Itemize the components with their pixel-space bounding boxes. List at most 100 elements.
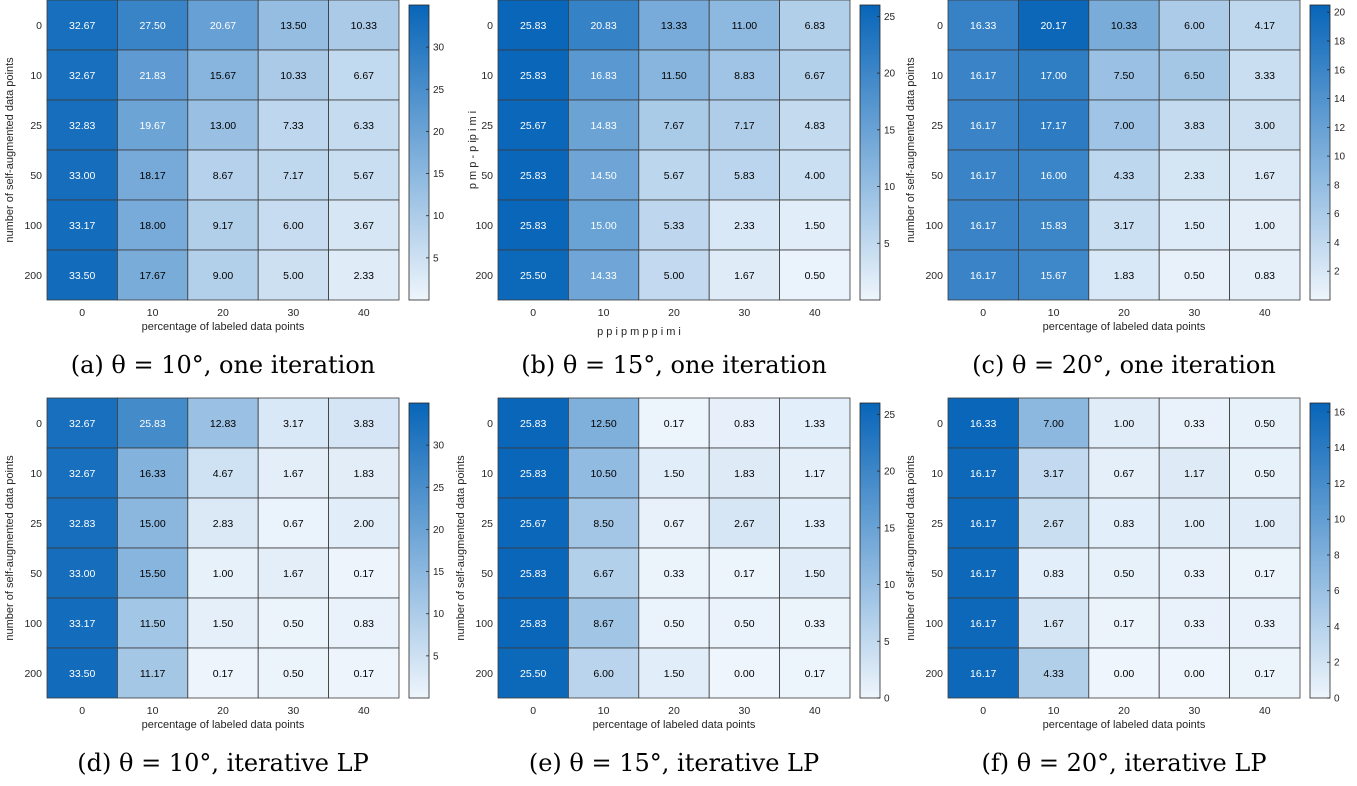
heatmap-cell <box>187 647 259 699</box>
cell-value-label: 6.33 <box>354 120 375 132</box>
heatmap-cell <box>1018 447 1090 499</box>
cell-value-label: 4.17 <box>1255 20 1276 32</box>
y-tick-label: 100 <box>24 220 42 232</box>
heatmap-cell <box>187 0 259 51</box>
heatmap-cell <box>187 397 259 449</box>
heatmap-cell <box>46 49 118 101</box>
cell-value-label: 16.17 <box>970 518 996 530</box>
y-axis-label: number of self-augmented data points <box>905 455 917 641</box>
cell-value-label: 1.33 <box>805 518 826 530</box>
cell-value-label: 1.83 <box>734 468 755 480</box>
heatmap-cell <box>257 99 330 151</box>
colorbar-tick-label: 25 <box>884 410 896 421</box>
cell-value-label: 6.83 <box>805 20 826 32</box>
x-tick-label: 40 <box>1259 705 1271 717</box>
heatmap-cell <box>1088 49 1160 101</box>
heatmap-cell <box>46 497 118 549</box>
colorbar-tick-label: 12 <box>1334 479 1346 490</box>
cell-value-label: 0.67 <box>664 518 685 530</box>
cell-value-label: 12.83 <box>210 418 236 430</box>
cell-value-label: 0.50 <box>1114 568 1135 580</box>
heatmap-cell <box>1088 447 1160 499</box>
y-tick-label: 0 <box>937 20 943 32</box>
cell-value-label: 25.83 <box>520 418 546 430</box>
cell-value-label: 3.17 <box>1114 220 1135 232</box>
cell-value-label: 15.67 <box>210 70 236 82</box>
heatmap-cell <box>947 397 1019 449</box>
cell-value-label: 16.17 <box>970 668 996 680</box>
heatmap-cell <box>1018 547 1090 599</box>
cell-value-label: 25.83 <box>520 170 546 182</box>
y-tick-label: 10 <box>481 70 493 82</box>
heatmap-cell <box>947 647 1019 699</box>
heatmap-cell <box>708 199 781 251</box>
cell-value-label: 0.83 <box>734 418 755 430</box>
cell-value-label: 32.83 <box>69 120 95 132</box>
heatmap-cell <box>1088 647 1160 699</box>
cell-value-label: 6.50 <box>1184 70 1205 82</box>
cell-value-label: 33.17 <box>69 618 95 630</box>
cell-value-label: 0.67 <box>1114 468 1135 480</box>
cell-value-label: 1.83 <box>1114 270 1135 282</box>
cell-value-label: 1.17 <box>1184 468 1205 480</box>
y-tick-label: 100 <box>925 220 943 232</box>
heatmap-cell <box>187 199 259 251</box>
heatmap-cell <box>708 0 781 51</box>
cell-value-label: 19.67 <box>139 120 165 132</box>
x-tick-label: 30 <box>1189 307 1201 319</box>
x-tick-label: 20 <box>1118 705 1130 717</box>
heatmap-cell <box>328 397 400 449</box>
colorbar <box>859 4 881 301</box>
cell-value-label: 3.17 <box>283 418 304 430</box>
x-tick-label: 40 <box>1259 307 1271 319</box>
heatmap-panel-c: 16.33 20.17 10.33 6.00 4.17 16.17 17.00 7.50 6.5… <box>905 0 1346 379</box>
cell-value-label: 18.00 <box>139 220 165 232</box>
y-tick-label: 25 <box>481 518 493 530</box>
heatmap-cell <box>328 647 400 699</box>
y-axis-label: number of self-augmented data points <box>455 455 467 641</box>
y-tick-label: 100 <box>475 618 493 630</box>
cell-value-label: 1.50 <box>1184 220 1205 232</box>
cell-value-label: 32.67 <box>69 70 95 82</box>
cell-value-label: 25.83 <box>520 468 546 480</box>
cell-value-label: 0.17 <box>664 418 685 430</box>
cell-value-label: 21.83 <box>139 70 165 82</box>
cell-value-label: 0.83 <box>354 618 375 630</box>
heatmap-cell <box>497 199 569 251</box>
cell-value-label: 6.00 <box>283 220 304 232</box>
heatmap-cell <box>1018 597 1090 649</box>
heatmap-cell <box>638 149 710 201</box>
heatmap-cell <box>257 497 330 549</box>
colorbar <box>408 4 430 301</box>
cell-value-label: 2.33 <box>1184 170 1205 182</box>
cell-value-label: 0.50 <box>283 618 304 630</box>
y-tick-label: 0 <box>937 418 943 430</box>
x-tick-label: 0 <box>980 307 986 319</box>
cell-value-label: 0.83 <box>1114 518 1135 530</box>
colorbar-tick-label: 5 <box>884 637 890 648</box>
x-axis-label: percentage of labeled data points <box>1043 719 1206 731</box>
cell-value-label: 0.33 <box>805 618 826 630</box>
heatmap-cell <box>947 149 1019 201</box>
y-tick-label: 25 <box>481 120 493 132</box>
cell-value-label: 13.50 <box>280 20 306 32</box>
cell-value-label: 0.00 <box>1114 668 1135 680</box>
colorbar-tick-label: 30 <box>433 43 445 54</box>
cell-value-label: 1.50 <box>213 618 234 630</box>
heatmap-cell <box>779 647 851 699</box>
heatmap-cell <box>497 249 569 301</box>
heatmap-cell <box>947 497 1019 549</box>
cell-value-label: 4.00 <box>805 170 826 182</box>
cell-value-label: 3.67 <box>354 220 375 232</box>
cell-value-label: 33.00 <box>69 170 95 182</box>
cell-value-label: 0.33 <box>1255 618 1276 630</box>
cell-value-label: 11.00 <box>732 20 758 32</box>
cell-value-label: 16.17 <box>970 70 996 82</box>
cell-value-label: 20.67 <box>210 20 236 32</box>
x-tick-label: 40 <box>358 307 370 319</box>
heatmap-cell <box>328 149 400 201</box>
cell-value-label: 1.67 <box>283 468 304 480</box>
x-tick-label: 10 <box>147 307 159 319</box>
heatmap-cell <box>779 149 851 201</box>
